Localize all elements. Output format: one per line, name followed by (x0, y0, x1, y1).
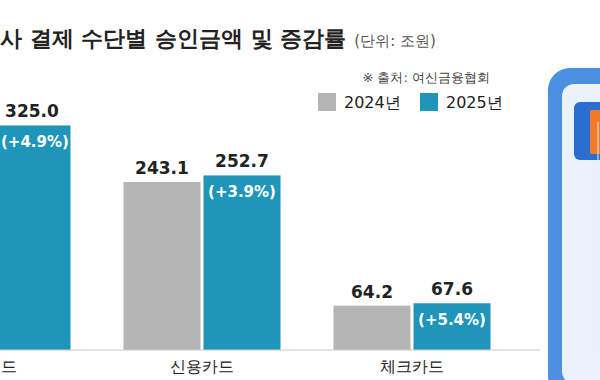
bar (0, 125, 71, 350)
x-tick-label: 신용카드 (170, 357, 234, 376)
legend-swatch (318, 93, 336, 111)
bar (204, 175, 281, 350)
bar (334, 306, 411, 350)
baseline (0, 350, 540, 351)
decoration (548, 68, 600, 380)
source: ※ 출처: 여신금융협회 (362, 70, 490, 85)
data-label: 243.1 (135, 158, 189, 178)
phone-card (574, 102, 600, 160)
x-tick-label: 드 (1, 357, 17, 376)
subtitle: (단위: 조원) (354, 32, 436, 50)
x-tick-label: 체크카드 (380, 357, 444, 376)
data-label: 325.0 (5, 101, 59, 121)
legend-label: 2024년 (344, 93, 401, 112)
chart-root: 사 결제 수단별 승인금액 및 증감률 (단위: 조원) ※ 출처: 여신금융협회 2… (0, 0, 600, 380)
growth-label: (+5.4%) (418, 311, 486, 329)
bar (414, 303, 491, 350)
growth-label: (+4.9%) (1, 133, 69, 151)
growth-label: (+3.9%) (208, 183, 276, 201)
legend-swatch (420, 93, 438, 111)
legend-label: 2025년 (446, 93, 503, 112)
phone-screen (562, 84, 600, 380)
data-label: 64.2 (351, 282, 393, 302)
legend: 2024년 2025년 (318, 93, 503, 112)
title: 사 결제 수단별 승인금액 및 증감률 (0, 26, 346, 51)
labels: 243.1 64.2 325.0 (+4.9%) 252.7 (+3.9%) 67.6 (+5… (1, 101, 486, 376)
chart-svg: 사 결제 수단별 승인금액 및 증감률 (단위: 조원) ※ 출처: 여신금융협회 2… (0, 0, 600, 380)
data-label: 252.7 (215, 151, 269, 171)
data-label: 67.6 (431, 279, 473, 299)
bar (124, 182, 201, 350)
bars (0, 125, 491, 350)
value-axis (598, 122, 599, 350)
